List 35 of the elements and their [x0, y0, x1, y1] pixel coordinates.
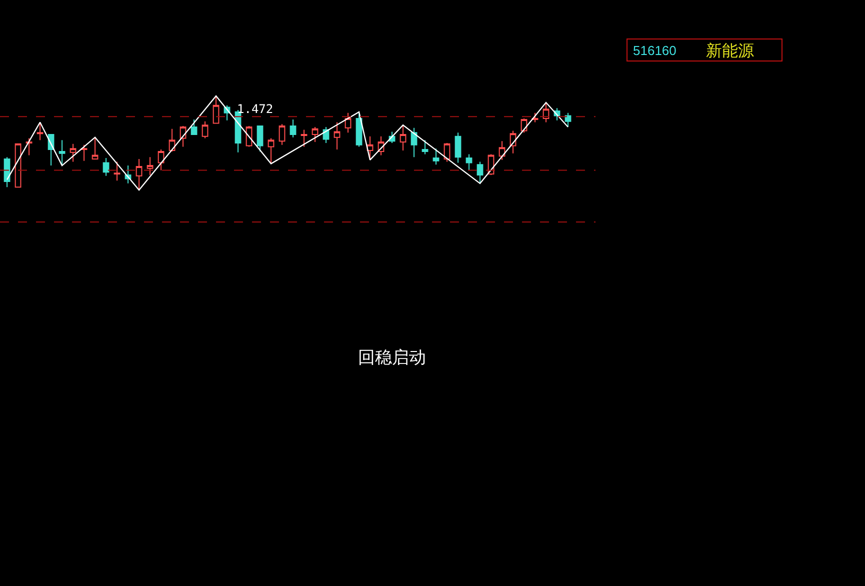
- annotation: 1.472: [237, 102, 274, 116]
- text: 516160: [633, 43, 676, 58]
- candlestick: [80, 144, 88, 162]
- candlestick: [70, 143, 76, 162]
- candlestick: [36, 122, 44, 141]
- candlestick: [168, 128, 176, 152]
- candlestick: [190, 118, 198, 136]
- candlestick: [114, 161, 120, 182]
- candlestick: [58, 140, 66, 166]
- candlestick: [146, 156, 154, 176]
- candlestick: [278, 124, 286, 146]
- candlestick: [290, 118, 296, 138]
- candlestick: [454, 132, 462, 164]
- candlestick: [344, 112, 352, 134]
- candlestick: [212, 95, 220, 124]
- candlestick: [466, 154, 472, 171]
- candlestick: [312, 126, 318, 143]
- text: 新能源: [706, 41, 754, 60]
- candlestick: [92, 136, 98, 160]
- candlestick: [366, 136, 374, 160]
- candlestick: [400, 124, 406, 151]
- candlestick: [422, 140, 428, 155]
- candlestick: [410, 127, 418, 158]
- candlestick: [300, 129, 308, 148]
- candlestick: [26, 138, 32, 156]
- candlestick: [136, 158, 142, 190]
- candlestick: [476, 161, 484, 184]
- candlestick: [268, 138, 274, 164]
- candlestick: [256, 126, 264, 152]
- candlestick: [432, 148, 440, 166]
- candlestick: [334, 122, 340, 150]
- candlestick: [102, 158, 110, 176]
- candlestick: [564, 112, 572, 128]
- text: 回稳启动: [358, 348, 426, 368]
- candlestick: [202, 120, 208, 139]
